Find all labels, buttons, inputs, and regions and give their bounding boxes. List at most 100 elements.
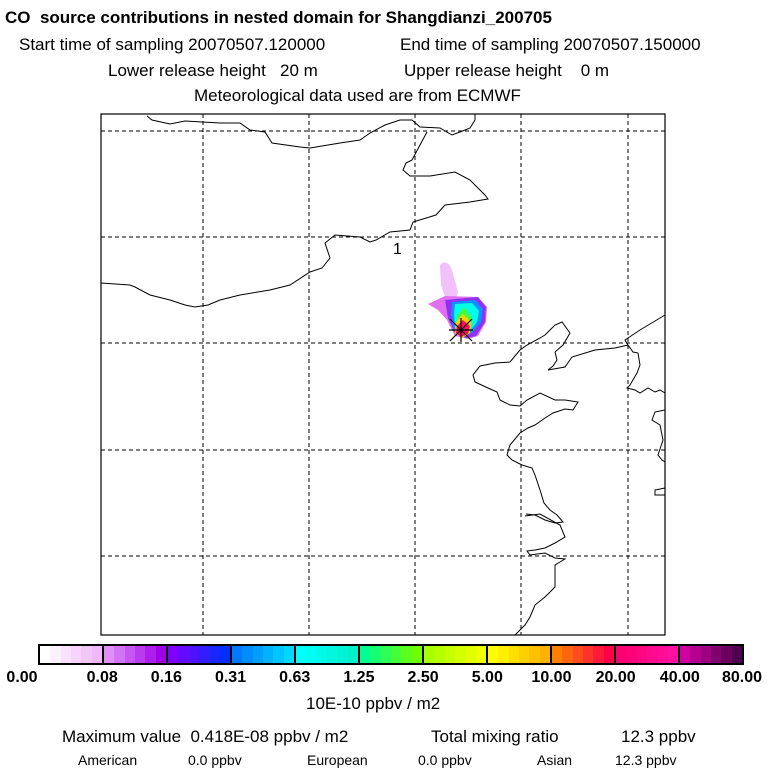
- colorbar-step: [667, 646, 678, 663]
- colorbar-tick-label: 1.25: [343, 669, 375, 686]
- total-mixing-label: Total mixing ratio: [431, 727, 559, 746]
- colorbar-step: [552, 646, 563, 663]
- colorbar-segment: [360, 646, 424, 663]
- colorbar-segment: [40, 646, 104, 663]
- colorbar-step: [508, 646, 519, 663]
- colorbar-tick-label: 0.63: [279, 669, 311, 686]
- colorbar-step: [700, 646, 711, 663]
- coastlines: [100, 114, 666, 636]
- colorbar-step: [337, 646, 348, 663]
- colorbar-segment: [424, 646, 488, 663]
- plot-title: CO source contributions in nested domain…: [5, 8, 552, 27]
- colorbar-step: [81, 646, 92, 663]
- colorbar-step: [657, 646, 668, 663]
- sampling-start: Start time of sampling 20070507.120000: [19, 35, 326, 54]
- colorbar-step: [296, 646, 307, 663]
- colorbar-step: [40, 646, 51, 663]
- lower-release-height: Lower release height 20 m: [108, 61, 318, 80]
- upper-release-height: Upper release height 0 m: [404, 61, 610, 80]
- colorbar-step: [582, 646, 594, 663]
- asian-label: Asian: [537, 752, 573, 768]
- colorbar-tick-label: 20.00: [595, 669, 636, 686]
- colorbar-step: [539, 646, 550, 663]
- colorbar-step: [603, 646, 614, 663]
- colorbar-segment: [168, 646, 232, 663]
- colorbar-step: [475, 646, 486, 663]
- colorbar-step: [646, 646, 658, 663]
- colorbar-step: [380, 646, 391, 663]
- region-label: 1: [393, 241, 402, 258]
- colorbar-step: [401, 646, 412, 663]
- colorbar-step: [252, 646, 263, 663]
- max-value: Maximum value 0.418E-08 ppbv / m2: [62, 727, 349, 746]
- map-frame: [100, 113, 666, 636]
- colorbar-step: [411, 646, 422, 663]
- colorbar-tick-label: 0.31: [214, 669, 247, 686]
- colorbar-segment: [104, 646, 168, 663]
- colorbar-step: [198, 646, 210, 663]
- asian-value: 12.3 ppbv: [615, 752, 677, 768]
- colorbar-step: [690, 646, 701, 663]
- colorbar-segment: [232, 646, 296, 663]
- colorbar-tick-label: 0.08: [86, 669, 118, 686]
- colorbar-step: [390, 646, 402, 663]
- colorbar-step: [188, 646, 199, 663]
- colorbar-step: [562, 646, 573, 663]
- colorbar-step: [626, 646, 637, 663]
- colorbar-step: [326, 646, 338, 663]
- colorbar-step: [60, 646, 71, 663]
- map-plot: 1: [100, 113, 666, 636]
- colorbar-step: [242, 646, 253, 663]
- colorbar-step: [721, 646, 732, 663]
- colorbar-step: [529, 646, 540, 663]
- colorbar-tick-label: 0.00: [6, 669, 38, 686]
- colorbar-step: [731, 646, 742, 663]
- colorbar-tick-label: 0.16: [150, 669, 182, 686]
- colorbar-step: [124, 646, 135, 663]
- colorbar-step: [424, 646, 435, 663]
- colorbar-segment: [680, 646, 742, 663]
- colorbar-step: [232, 646, 243, 663]
- colorbar-step: [262, 646, 274, 663]
- colorbar-tick-label: 40.00: [659, 669, 700, 686]
- colorbar-unit: 10E-10 ppbv / m2: [306, 694, 441, 713]
- colorbar-tick-label: 10.00: [531, 669, 572, 686]
- plume: [428, 262, 487, 339]
- colorbar-step: [219, 646, 230, 663]
- colorbar-step: [593, 646, 604, 663]
- colorbar-tick-label: 80.00: [721, 669, 763, 686]
- colorbar-step: [360, 646, 371, 663]
- colorbar-step: [168, 646, 179, 663]
- sampling-end: End time of sampling 20070507.150000: [400, 35, 701, 54]
- colorbar: [38, 644, 744, 665]
- colorbar-step: [518, 646, 530, 663]
- colorbar-step: [316, 646, 327, 663]
- colorbar-step: [70, 646, 82, 663]
- colorbar-step: [444, 646, 455, 663]
- colorbar-step: [114, 646, 125, 663]
- colorbar-step: [178, 646, 189, 663]
- total-mixing-value: 12.3 ppbv: [621, 727, 696, 746]
- receptor-star-icon: [449, 318, 473, 342]
- colorbar-segment: [616, 646, 680, 663]
- american-label: American: [78, 752, 138, 768]
- colorbar-step: [209, 646, 220, 663]
- european-label: European: [307, 752, 368, 768]
- colorbar-step: [306, 646, 317, 663]
- colorbar-step: [347, 646, 358, 663]
- european-value: 0.0 ppbv: [418, 752, 472, 768]
- colorbar-step: [50, 646, 61, 663]
- colorbar-step: [370, 646, 381, 663]
- american-value: 0.0 ppbv: [188, 752, 242, 768]
- colorbar-step: [498, 646, 509, 663]
- colorbar-tick-label: 2.50: [407, 669, 439, 686]
- colorbar-segment: [552, 646, 616, 663]
- colorbar-step: [104, 646, 115, 663]
- colorbar-step: [454, 646, 466, 663]
- colorbar-step: [616, 646, 627, 663]
- colorbar-step: [91, 646, 102, 663]
- colorbar-tick-label: 5.00: [471, 669, 503, 686]
- colorbar-step: [465, 646, 476, 663]
- colorbar-step: [155, 646, 166, 663]
- grid-lines: [101, 114, 665, 635]
